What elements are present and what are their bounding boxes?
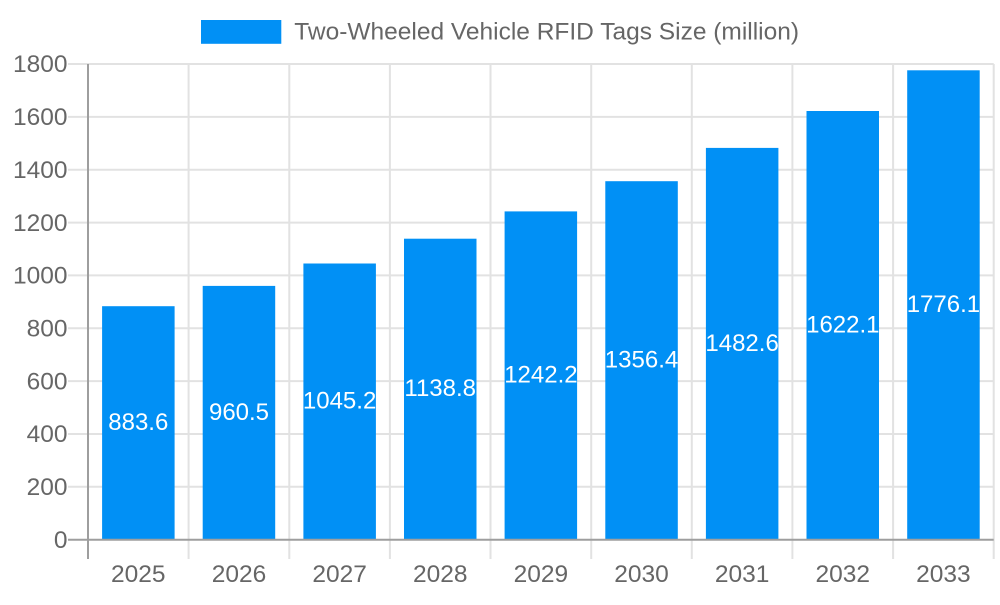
- svg-text:2025: 2025: [111, 561, 166, 588]
- svg-text:1200: 1200: [13, 210, 68, 237]
- svg-text:2027: 2027: [312, 561, 367, 588]
- svg-text:2030: 2030: [614, 561, 669, 588]
- svg-text:2031: 2031: [715, 561, 770, 588]
- svg-text:960.5: 960.5: [209, 399, 269, 426]
- svg-text:800: 800: [27, 316, 68, 343]
- svg-text:200: 200: [27, 474, 68, 501]
- svg-text:0: 0: [54, 527, 68, 554]
- svg-text:883.6: 883.6: [108, 409, 168, 436]
- svg-text:1400: 1400: [13, 157, 68, 184]
- svg-text:1356.4: 1356.4: [605, 347, 678, 374]
- svg-text:600: 600: [27, 368, 68, 395]
- svg-text:1622.1: 1622.1: [806, 311, 879, 338]
- svg-text:1800: 1800: [13, 51, 68, 78]
- svg-text:Two-Wheeled Vehicle RFID Tags: Two-Wheeled Vehicle RFID Tags Size (mill…: [294, 19, 799, 46]
- svg-text:2033: 2033: [916, 561, 971, 588]
- svg-text:1045.2: 1045.2: [303, 388, 376, 415]
- svg-text:1600: 1600: [13, 104, 68, 131]
- svg-text:1242.2: 1242.2: [504, 362, 577, 389]
- svg-text:1776.1: 1776.1: [907, 291, 980, 318]
- svg-text:1482.6: 1482.6: [705, 330, 778, 357]
- svg-text:2032: 2032: [816, 561, 871, 588]
- svg-text:400: 400: [27, 421, 68, 448]
- svg-text:2026: 2026: [212, 561, 267, 588]
- svg-text:2029: 2029: [514, 561, 569, 588]
- svg-text:1000: 1000: [13, 263, 68, 290]
- svg-text:1138.8: 1138.8: [404, 375, 476, 402]
- svg-text:2028: 2028: [413, 561, 468, 588]
